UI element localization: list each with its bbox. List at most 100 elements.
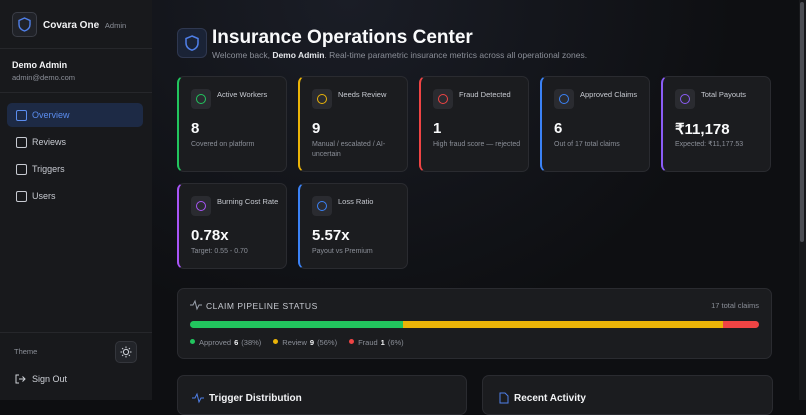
stat-note: Target: 0.55 - 0.70 — [191, 248, 248, 255]
sign-out-label: Sign Out — [32, 374, 68, 384]
nav-icon — [16, 191, 27, 202]
brand: Covara One Admin — [43, 20, 126, 31]
panel: Trigger Distribution — [177, 375, 467, 415]
stat-note: Out of 17 total claims — [554, 141, 620, 148]
brand-role: Admin — [104, 21, 127, 30]
divider — [0, 48, 152, 49]
welcome-name: Demo Admin — [272, 50, 325, 60]
stat-icon — [191, 89, 211, 109]
stat-icon-glyph — [680, 94, 690, 104]
stat-label: Total Payouts — [701, 90, 747, 99]
sign-out-icon — [15, 374, 26, 384]
user-email: admin@demo.com — [12, 73, 76, 82]
stat-icon — [312, 89, 332, 109]
nav-item[interactable]: Overview — [7, 103, 143, 127]
sidebar: Covara One Admin Demo Admin admin@demo.c… — [0, 0, 153, 400]
brand-name: Covara One — [43, 20, 100, 31]
pipeline-legend: Approved 6 (38%) Review 9 (56%) Fraud 1 (6%) — [190, 338, 416, 347]
stat-value: ₹11,178 — [675, 121, 730, 138]
stat-icon — [433, 89, 453, 109]
stat-card: Burning Cost Rate 0.78x Target: 0.55 - 0.7… — [177, 183, 287, 269]
stat-card: Loss Ratio 5.57x Payout vs Premium — [298, 183, 408, 269]
stat-label: Active Workers — [217, 90, 268, 99]
stat-icon-glyph — [196, 94, 206, 104]
header-icon — [177, 28, 207, 58]
stat-note: Covered on platform — [191, 141, 255, 148]
scrollbar[interactable] — [799, 0, 806, 400]
panel-icon — [499, 392, 509, 404]
sign-out[interactable]: Sign Out — [14, 373, 94, 387]
logo-icon — [18, 17, 31, 32]
nav-icon — [16, 164, 27, 175]
panel-icon — [192, 392, 204, 404]
nav-item[interactable]: Triggers — [7, 157, 143, 181]
user-name: Demo Admin — [12, 60, 68, 70]
legend-name: Fraud — [358, 338, 378, 347]
stat-value: 1 — [433, 120, 442, 137]
pipeline-bar — [190, 321, 759, 328]
legend-item: Approved 6 (38%) — [190, 338, 261, 347]
stat-card: Total Payouts ₹11,178 Expected: ₹11,177.53 — [661, 76, 771, 172]
divider — [0, 332, 152, 333]
legend-item: Review 9 (56%) — [273, 338, 337, 347]
stat-value: 5.57x — [312, 227, 350, 244]
stat-icon-glyph — [317, 201, 327, 211]
stat-icon-glyph — [317, 94, 327, 104]
welcome: Welcome back, Demo Admin. Real-time para… — [212, 50, 587, 60]
pipeline-panel: CLAIM PIPELINE STATUS 17 total claims Ap… — [177, 288, 772, 359]
legend-item: Fraud 1 (6%) — [349, 338, 404, 347]
stat-label: Fraud Detected — [459, 90, 511, 99]
welcome-suffix: . Real-time parametric insurance metrics… — [324, 50, 588, 60]
legend-count: 1 — [380, 338, 385, 347]
stat-card: Fraud Detected 1 High fraud score — reject… — [419, 76, 529, 172]
stat-icon-glyph — [438, 94, 448, 104]
bar-segment — [403, 321, 724, 328]
stat-label: Burning Cost Rate — [217, 197, 279, 206]
stat-icon-glyph — [559, 94, 569, 104]
stat-icon — [312, 196, 332, 216]
panel: Recent Activity — [482, 375, 773, 415]
pipeline-total: 17 total claims — [711, 301, 759, 310]
logo — [12, 12, 37, 37]
stat-value: 6 — [554, 120, 563, 137]
legend-count: 6 — [234, 338, 239, 347]
divider — [0, 92, 152, 93]
nav-item[interactable]: Users — [7, 184, 143, 208]
stat-note: Manual / escalated / AI-uncertain — [312, 141, 386, 158]
stat-note: High fraud score — rejected — [433, 141, 521, 148]
stat-label: Loss Ratio — [338, 197, 374, 206]
stat-icon-glyph — [196, 201, 206, 211]
bar-segment — [190, 321, 404, 328]
legend-count: 9 — [309, 338, 315, 347]
pulse-icon — [190, 299, 202, 311]
nav-label: Reviews — [32, 137, 67, 147]
legend-pct: (56%) — [317, 338, 338, 347]
nav-item[interactable]: Reviews — [7, 130, 143, 154]
sun-icon — [120, 346, 132, 358]
legend-pct: (38%) — [241, 338, 262, 347]
stat-label: Approved Claims — [580, 90, 638, 99]
stat-card: Needs Review 9 Manual / escalated / AI-unc… — [298, 76, 408, 172]
theme-toggle[interactable] — [115, 341, 137, 363]
panel-title: Trigger Distribution — [209, 393, 302, 404]
stat-label: Needs Review — [338, 90, 387, 99]
stat-value: 9 — [312, 120, 321, 137]
page-title: Insurance Operations Center — [212, 27, 473, 48]
legend-name: Review — [282, 338, 307, 347]
shield-icon — [185, 35, 199, 51]
stat-icon — [191, 196, 211, 216]
theme-label: Theme — [14, 347, 38, 356]
nav-icon — [16, 110, 27, 121]
nav-label: Triggers — [32, 164, 65, 174]
nav-label: Overview — [32, 110, 70, 120]
legend-pct: (6%) — [387, 338, 404, 347]
stat-note: Expected: ₹11,177.53 — [675, 141, 744, 148]
main: Insurance Operations Center Welcome back… — [152, 0, 806, 415]
scroll-thumb[interactable] — [800, 2, 804, 242]
nav-label: Users — [32, 191, 56, 201]
legend-dot — [190, 339, 195, 344]
legend-name: Approved — [199, 338, 232, 347]
legend-dot — [273, 339, 279, 344]
